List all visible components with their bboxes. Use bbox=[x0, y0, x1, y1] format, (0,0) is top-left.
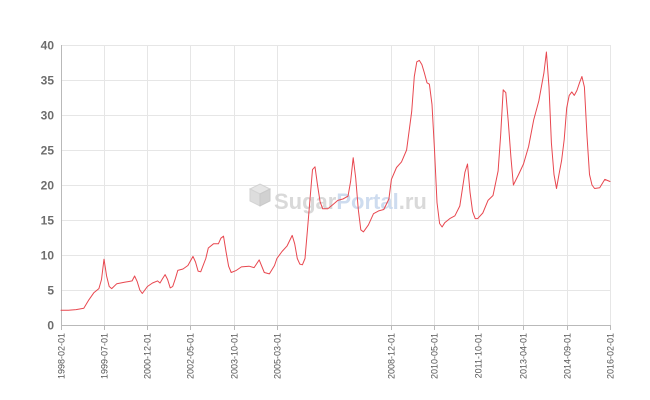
y-axis-tick-labels: 0 5 10 15 20 25 30 35 40 bbox=[41, 39, 55, 333]
x-tick-label-2005-03-01: 2005-03-01 bbox=[273, 333, 283, 379]
y-tick-label-25: 25 bbox=[41, 144, 55, 158]
x-tick-label-2013-04-01: 2013-04-01 bbox=[519, 333, 529, 379]
series-layer bbox=[60, 51, 611, 311]
svg-text:SugarPortal.ru: SugarPortal.ru bbox=[274, 189, 427, 214]
y-tick-label-5: 5 bbox=[47, 284, 54, 298]
x-tick-label-2002-05-01: 2002-05-01 bbox=[186, 333, 196, 379]
watermark-part-portal: Portal bbox=[336, 189, 398, 214]
y-tick-label-40: 40 bbox=[41, 39, 55, 53]
y-tick-label-30: 30 bbox=[41, 109, 55, 123]
watermark: SugarPortal.ru bbox=[248, 183, 427, 214]
x-axis-tick-labels: 1998-02-01 1999-07-01 2000-12-01 2002-05-01… bbox=[57, 333, 616, 379]
y-tick-label-20: 20 bbox=[41, 179, 55, 193]
x-tick-label-2008-12-01: 2008-12-01 bbox=[387, 333, 397, 379]
x-tick-label-2003-10-01: 2003-10-01 bbox=[230, 333, 240, 379]
y-tick-label-15: 15 bbox=[41, 214, 55, 228]
x-tick-label-2014-09-01: 2014-09-01 bbox=[563, 333, 573, 379]
watermark-part-ru: .ru bbox=[399, 189, 427, 214]
x-tick-label-1999-07-01: 1999-07-01 bbox=[100, 333, 110, 379]
x-tick-label-2000-12-01: 2000-12-01 bbox=[143, 333, 153, 379]
x-tick-label-2011-10-01: 2011-10-01 bbox=[474, 333, 484, 378]
cube-icon bbox=[248, 183, 272, 207]
axes bbox=[61, 45, 611, 330]
grid bbox=[61, 45, 611, 325]
watermark-part-sugar: Sugar bbox=[274, 189, 337, 214]
series-line-0 bbox=[60, 51, 611, 311]
x-tick-label-2016-02-01: 2016-02-01 bbox=[606, 333, 616, 379]
y-tick-label-0: 0 bbox=[47, 319, 54, 333]
x-tick-label-2010-05-01: 2010-05-01 bbox=[430, 333, 440, 379]
y-tick-label-35: 35 bbox=[41, 74, 55, 88]
x-tick-label-1998-02-01: 1998-02-01 bbox=[57, 333, 67, 379]
y-tick-label-10: 10 bbox=[41, 249, 55, 263]
